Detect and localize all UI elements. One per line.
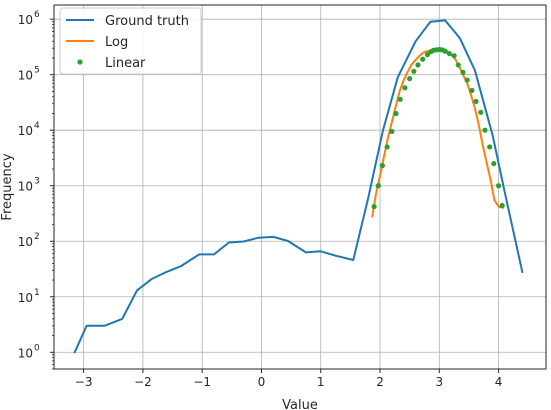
series-point-linear — [393, 110, 399, 117]
legend-swatch-linear — [77, 59, 83, 65]
series-point-linear — [473, 98, 479, 105]
series-point-linear — [389, 128, 395, 135]
series-point-linear — [415, 62, 421, 68]
series-point-linear — [455, 62, 461, 68]
series-point-linear — [407, 76, 413, 82]
series-point-linear — [487, 144, 493, 150]
series-point-linear — [499, 202, 505, 209]
y-tick-label: 10 — [18, 69, 33, 83]
y-tick-label: 10 — [18, 180, 33, 194]
series-point-linear — [411, 68, 417, 74]
series-point-linear — [375, 183, 381, 189]
legend-label-ground-truth: Ground truth — [105, 14, 189, 29]
series-line-ground-truth — [73, 19, 524, 354]
legend-items: Ground truth Log Linear — [66, 14, 189, 71]
series-point-linear — [469, 87, 475, 94]
series-point-linear — [495, 183, 502, 189]
y-tick-exponent: 4 — [34, 121, 40, 131]
plot-frame — [53, 4, 547, 370]
x-tick-label: 2 — [376, 375, 384, 389]
y-axis-label: Frequency — [0, 153, 15, 220]
y-tick-exponent: 0 — [34, 343, 40, 353]
series-point-linear — [451, 53, 457, 59]
series-point-linear — [482, 127, 488, 133]
series-point-linear — [397, 96, 403, 102]
y-tick-exponent: 5 — [34, 66, 40, 76]
series-point-linear — [464, 77, 470, 83]
x-tick-label: 0 — [258, 375, 266, 389]
y-tick-label: 10 — [18, 346, 33, 360]
y-tick-label: 10 — [18, 13, 33, 27]
x-axis-label: Value — [282, 398, 318, 410]
x-tick-label: 3 — [435, 375, 443, 389]
series-point-linear — [491, 161, 497, 167]
y-tick-exponent: 3 — [34, 177, 40, 187]
y-tick-label: 10 — [18, 235, 33, 249]
series-point-linear — [420, 56, 426, 62]
series-point-linear — [402, 85, 408, 91]
x-tick-label: 4 — [495, 375, 503, 389]
series-point-linear — [424, 52, 431, 58]
x-tick-label: −1 — [193, 375, 211, 389]
y-tick-exponent: 1 — [34, 288, 40, 298]
x-tick-label: −3 — [75, 375, 93, 389]
legend-label-log: Log — [105, 35, 128, 50]
series-point-linear — [384, 144, 390, 150]
legend-box — [59, 7, 202, 75]
series-point-linear — [446, 50, 452, 57]
series-point-linear — [379, 163, 385, 169]
legend: Ground truth Log Linear — [59, 7, 202, 75]
x-axis-ticks: −3 −2 −1 0 1 2 3 4 — [75, 369, 503, 389]
series-point-linear — [478, 109, 484, 115]
series-point-linear — [460, 69, 466, 75]
y-tick-label: 10 — [18, 291, 33, 305]
series-layer — [73, 19, 524, 354]
legend-label-linear: Linear — [105, 56, 146, 71]
x-tick-label: 1 — [317, 375, 325, 389]
y-tick-exponent: 2 — [34, 232, 40, 242]
series-point-linear — [371, 204, 377, 210]
y-tick-label: 10 — [18, 124, 33, 138]
y-tick-exponent: 6 — [34, 10, 40, 20]
x-tick-label: −2 — [134, 375, 152, 389]
series-point-linear — [442, 48, 448, 54]
